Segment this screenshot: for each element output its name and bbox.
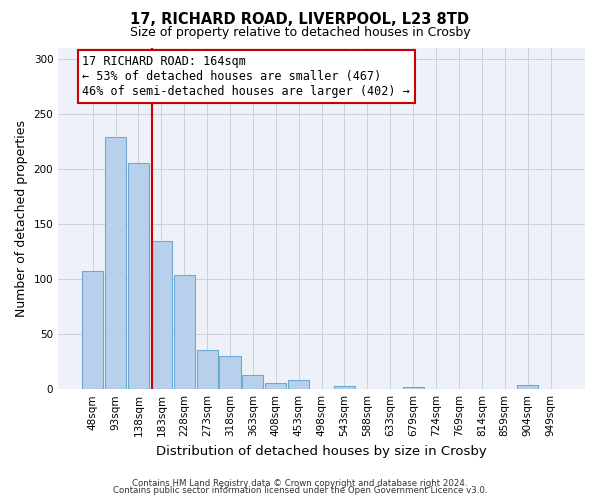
Bar bbox=[265, 382, 286, 389]
Bar bbox=[82, 271, 103, 389]
Bar bbox=[151, 242, 172, 389]
Bar bbox=[197, 350, 218, 389]
Bar bbox=[173, 274, 195, 389]
Text: 17 RICHARD ROAD: 164sqm
← 53% of detached houses are smaller (467)
46% of semi-d: 17 RICHARD ROAD: 164sqm ← 53% of detache… bbox=[82, 55, 410, 98]
Bar bbox=[517, 385, 538, 389]
Bar bbox=[242, 375, 263, 389]
Bar bbox=[105, 137, 126, 389]
X-axis label: Distribution of detached houses by size in Crosby: Distribution of detached houses by size … bbox=[156, 444, 487, 458]
Text: Contains HM Land Registry data © Crown copyright and database right 2024.: Contains HM Land Registry data © Crown c… bbox=[132, 478, 468, 488]
Bar bbox=[128, 163, 149, 389]
Y-axis label: Number of detached properties: Number of detached properties bbox=[15, 120, 28, 317]
Text: Contains public sector information licensed under the Open Government Licence v3: Contains public sector information licen… bbox=[113, 486, 487, 495]
Bar bbox=[403, 387, 424, 389]
Bar bbox=[220, 356, 241, 389]
Bar bbox=[288, 380, 309, 389]
Text: 17, RICHARD ROAD, LIVERPOOL, L23 8TD: 17, RICHARD ROAD, LIVERPOOL, L23 8TD bbox=[131, 12, 470, 28]
Text: Size of property relative to detached houses in Crosby: Size of property relative to detached ho… bbox=[130, 26, 470, 39]
Bar bbox=[334, 386, 355, 389]
